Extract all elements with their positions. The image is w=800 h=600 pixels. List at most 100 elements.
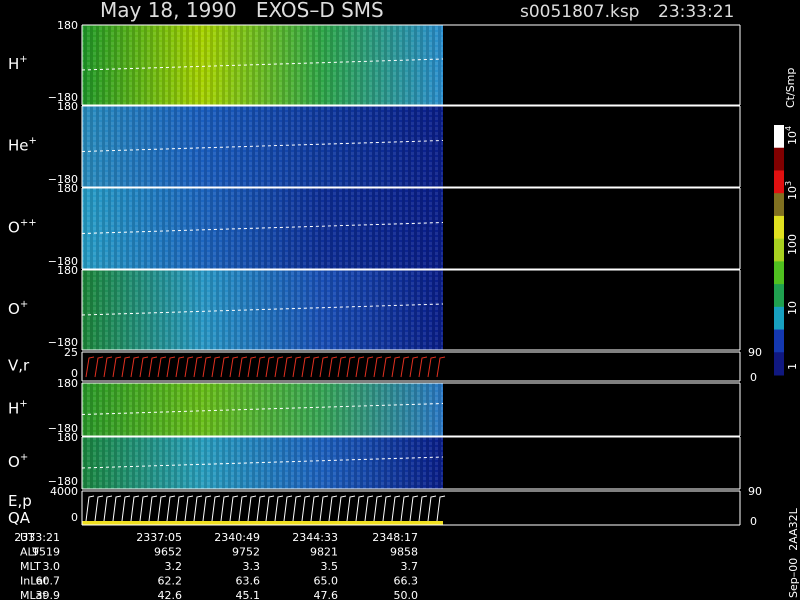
- axis-top-label: 4000: [50, 485, 78, 498]
- label-charge: +: [20, 452, 28, 463]
- colorbar-cell: [774, 170, 784, 194]
- panel-label: O+: [8, 452, 28, 471]
- colorbar-cell: [774, 329, 784, 353]
- title: May 18, 1990 EXOS–D SMS: [100, 0, 384, 22]
- colorbar-cell: [774, 306, 784, 331]
- axis-top-label: 25: [64, 346, 78, 359]
- label-charge: ++: [20, 218, 37, 229]
- label-name: He: [8, 137, 29, 155]
- panel-label: O++: [8, 218, 37, 237]
- panel-label: H+: [8, 54, 28, 73]
- colorbar-cell: [774, 352, 784, 376]
- axis-top-label: 180: [57, 100, 78, 113]
- colorbar-cell: [774, 215, 784, 240]
- axis-bottom-label: −180: [48, 422, 78, 435]
- footer-value: 3.2: [165, 560, 183, 573]
- panel-label: H+: [8, 399, 28, 418]
- label-name: H: [8, 400, 19, 418]
- panel-label: He+: [8, 136, 37, 155]
- axis-bottom-label: −180: [48, 173, 78, 186]
- colorbar-unit: Ct/Smp: [784, 68, 797, 108]
- right-top-label: 90: [748, 485, 762, 498]
- colorbar-cell: [774, 147, 784, 171]
- footer-value: 9652: [154, 546, 182, 559]
- colorbar-base: 10: [786, 301, 799, 315]
- footer-value: 9519: [32, 546, 60, 559]
- panel-label: O+: [8, 299, 28, 318]
- dashed-line: [81, 140, 444, 152]
- footer-label: ALT: [20, 546, 39, 559]
- right-bottom-label: 0: [750, 371, 757, 384]
- axis-bottom-label: −180: [48, 91, 78, 104]
- label-name: O: [8, 453, 20, 471]
- axis-top-label: 180: [57, 377, 78, 390]
- label-name: O: [8, 219, 20, 237]
- dashed-line: [81, 403, 444, 415]
- colorbar-label: 100: [786, 234, 799, 255]
- footer-value: 2337:05: [136, 531, 182, 544]
- axis-top-label: 180: [57, 264, 78, 277]
- label-name: H: [8, 55, 19, 73]
- footer-value: 45.1: [236, 589, 261, 600]
- colorbar-label: 103: [784, 181, 799, 200]
- colorbar-base: 10: [786, 186, 799, 200]
- dashed-line: [81, 58, 444, 71]
- axis-bottom-label: 0: [71, 367, 78, 380]
- trace: [85, 495, 446, 522]
- axis-top-label: 180: [57, 431, 78, 444]
- side-note: Sep–00 2AA32L: [787, 507, 800, 598]
- footer-label: UT: [20, 531, 35, 544]
- footer-value: 3.0: [43, 560, 61, 573]
- dashed-line: [81, 222, 444, 234]
- right-bottom-label: 0: [750, 515, 757, 528]
- trace: [85, 356, 446, 378]
- file-name: s0051807.ksp: [520, 2, 639, 22]
- axis-bottom-label: 0: [71, 511, 78, 524]
- colorbar-exp: 4: [784, 126, 793, 131]
- panel-label-2: QA: [8, 509, 31, 527]
- footer-value: 62.2: [158, 575, 183, 588]
- footer-value: 3.7: [401, 560, 419, 573]
- label-name: O: [8, 300, 20, 318]
- colorbar-base: 1: [786, 363, 799, 370]
- axis-bottom-label: −180: [48, 336, 78, 349]
- footer-value: 39.9: [36, 589, 61, 600]
- colorbar-label: 1: [786, 363, 799, 370]
- colorbar-cell: [774, 125, 784, 149]
- colorbar-base: 10: [786, 131, 799, 145]
- label-charge: +: [19, 54, 27, 65]
- axis-bottom-label: −180: [48, 255, 78, 268]
- footer-value: 50.0: [394, 589, 419, 600]
- colorbar-base: 100: [786, 234, 799, 255]
- footer-label: MLT: [20, 560, 41, 573]
- footer-value: 65.0: [314, 575, 339, 588]
- footer-value: 3.5: [321, 560, 339, 573]
- footer-value: 63.6: [236, 575, 261, 588]
- footer-value: 2340:49: [214, 531, 260, 544]
- footer-label: InLat: [20, 575, 48, 588]
- colorbar-label: 104: [784, 126, 799, 145]
- label-charge: +: [19, 399, 27, 410]
- label-charge: +: [29, 136, 37, 147]
- right-top-label: 90: [748, 346, 762, 359]
- colorbar-label: 10: [786, 301, 799, 315]
- footer-value: 3.3: [243, 560, 261, 573]
- footer-label: MLat: [20, 589, 47, 600]
- time: 23:33:21: [658, 2, 734, 22]
- colorbar-cell: [774, 284, 784, 308]
- footer-value: 9821: [310, 546, 338, 559]
- footer-value: 47.6: [314, 589, 339, 600]
- axis-bottom-label: −180: [48, 475, 78, 488]
- label-charge: +: [20, 299, 28, 310]
- footer-value: 2333:21: [14, 531, 60, 544]
- footer-value: 9858: [390, 546, 418, 559]
- footer-value: 42.6: [158, 589, 183, 600]
- footer-value: 60.7: [36, 575, 61, 588]
- colorbar-cell: [774, 238, 784, 262]
- dashed-line: [81, 303, 444, 316]
- axis-top-label: 180: [57, 19, 78, 32]
- axis-top-label: 180: [57, 182, 78, 195]
- footer-value: 9752: [232, 546, 260, 559]
